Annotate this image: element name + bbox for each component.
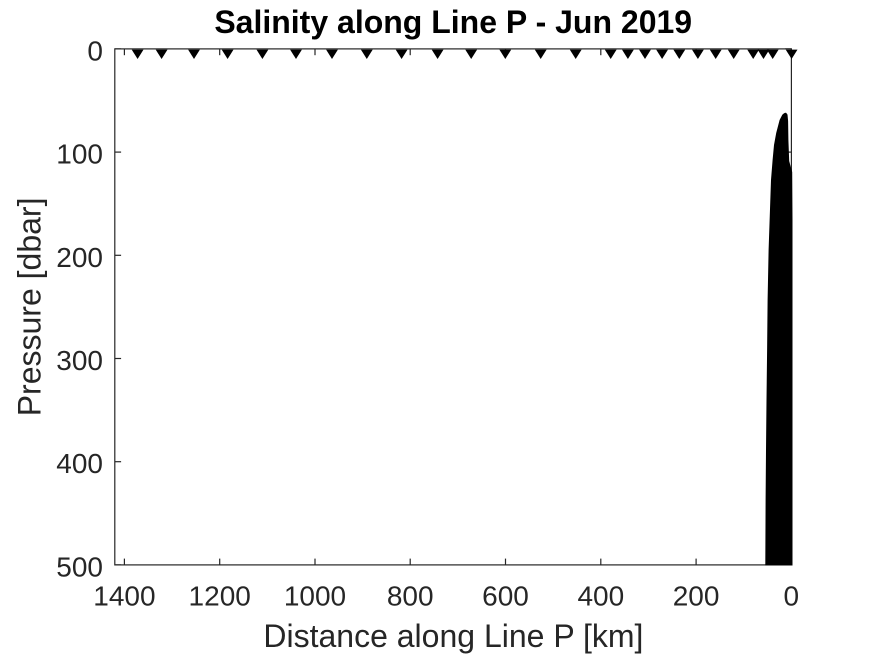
- svg-text:1000: 1000: [284, 580, 346, 611]
- svg-text:300: 300: [56, 345, 103, 376]
- svg-text:200: 200: [673, 580, 720, 611]
- svg-text:100: 100: [56, 139, 103, 170]
- svg-text:Distance along Line P [km]: Distance along Line P [km]: [263, 618, 643, 654]
- svg-text:0: 0: [784, 580, 800, 611]
- svg-text:Salinity along Line P - Jun 20: Salinity along Line P - Jun 2019: [214, 4, 692, 40]
- svg-text:500: 500: [56, 551, 103, 582]
- svg-text:1200: 1200: [189, 580, 251, 611]
- svg-text:Pressure [dbar]: Pressure [dbar]: [12, 198, 48, 417]
- svg-text:200: 200: [56, 242, 103, 273]
- svg-text:1400: 1400: [93, 580, 155, 611]
- svg-text:0: 0: [87, 35, 103, 66]
- svg-text:400: 400: [56, 448, 103, 479]
- svg-text:800: 800: [387, 580, 434, 611]
- svg-text:400: 400: [577, 580, 624, 611]
- svg-text:600: 600: [482, 580, 529, 611]
